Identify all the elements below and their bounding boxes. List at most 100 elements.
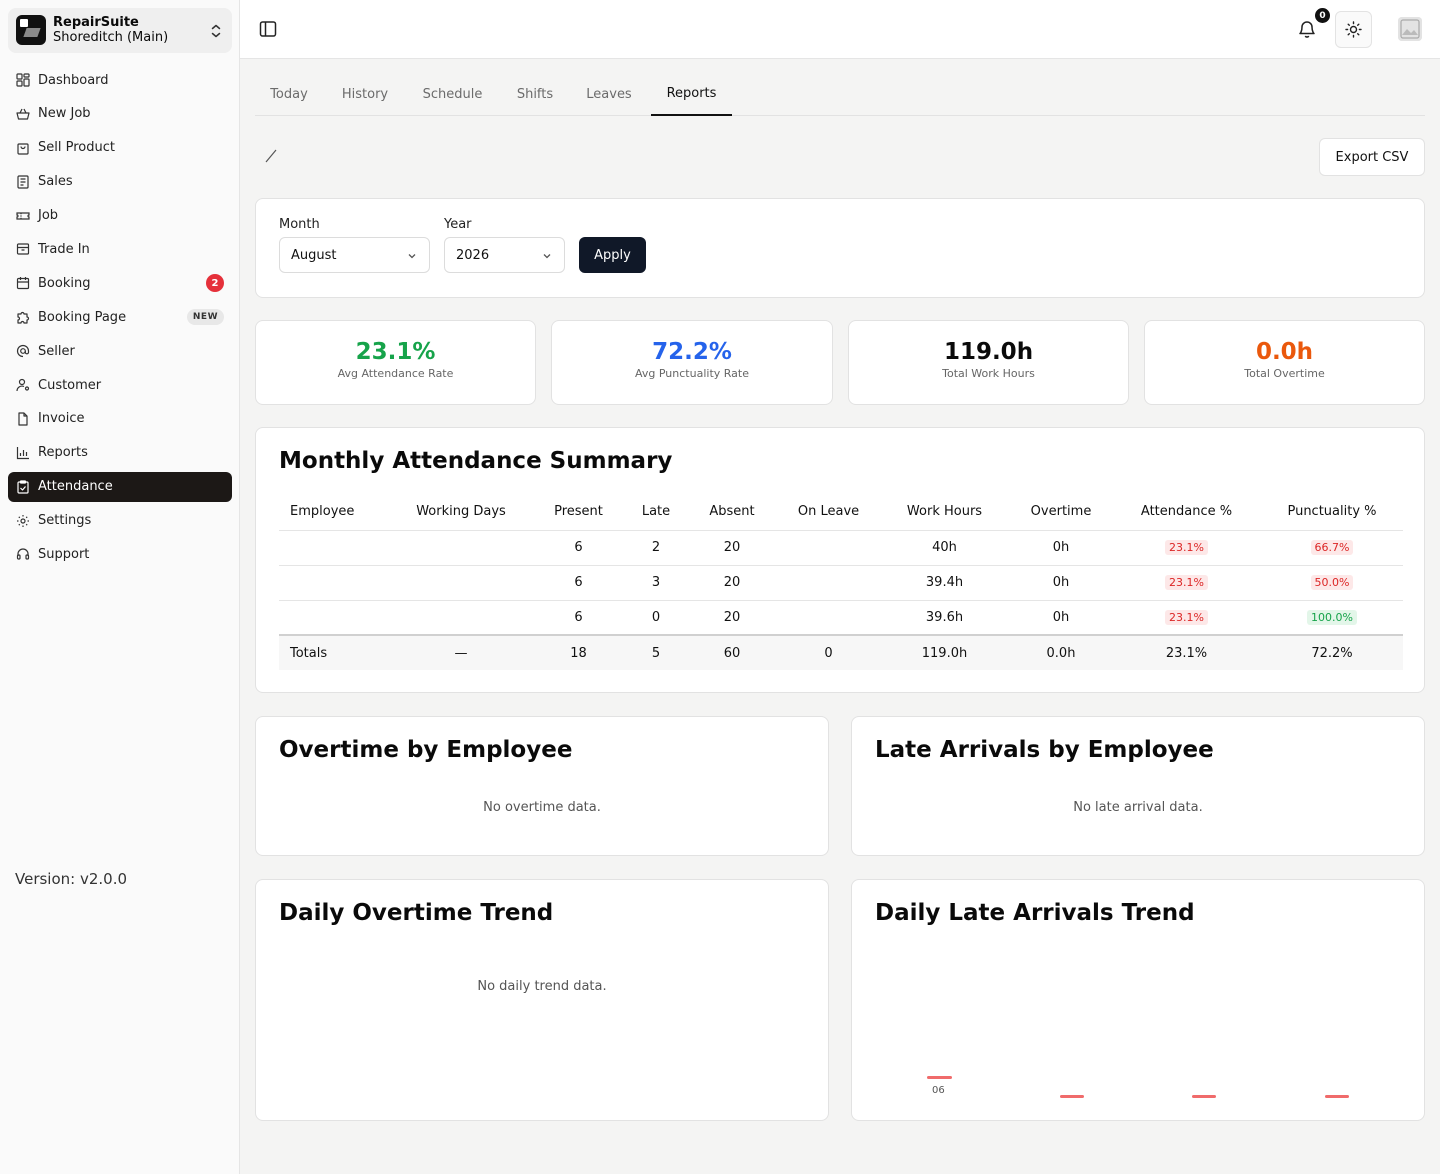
on-leave-cell: [778, 565, 879, 601]
stat-label: Avg Attendance Rate: [337, 367, 454, 380]
tab-reports[interactable]: Reports: [651, 73, 732, 116]
trend-bar-label: 06: [932, 1085, 945, 1096]
chevron-down-icon: [543, 254, 551, 259]
sidebar-item-booking-page[interactable]: Booking Page NEW: [8, 302, 232, 332]
year-select[interactable]: 2026: [444, 237, 565, 273]
sidebar-item-label: Seller: [38, 343, 75, 359]
apply-button[interactable]: Apply: [579, 237, 646, 273]
present-cell: 6: [531, 530, 626, 566]
daily-late-arrivals-trend-card: Daily Late Arrivals Trend 06: [851, 879, 1425, 1121]
sidebar-item-reports[interactable]: Reports: [8, 438, 232, 468]
branch-switcher[interactable]: RepairSuite Shoreditch (Main): [8, 8, 232, 53]
late-cell: 3: [626, 565, 686, 601]
work-hours-cell: 39.6h: [879, 600, 1010, 636]
chart-icon: [16, 446, 29, 459]
trend-bar: [1325, 1095, 1349, 1098]
late-arrivals-by-employee-card: Late Arrivals by Employee No late arriva…: [851, 716, 1425, 856]
stat-value: 72.2%: [652, 339, 732, 365]
overtime-cell: 0.0h: [1010, 634, 1112, 670]
absent-cell: 20: [686, 600, 778, 636]
chevron-down-icon: [408, 254, 416, 259]
sidebar-item-sell-product[interactable]: Sell Product: [8, 133, 232, 163]
sidebar-item-trade-in[interactable]: Trade In: [8, 234, 232, 264]
puzzle-icon: [17, 312, 30, 324]
tab-history[interactable]: History: [341, 87, 389, 102]
sidebar-item-seller[interactable]: Seller: [8, 336, 232, 366]
sidebar-item-new-job[interactable]: New Job: [8, 99, 232, 129]
column-header: Punctuality %: [1261, 494, 1403, 531]
sidebar-item-invoice[interactable]: Invoice: [8, 404, 232, 434]
sidebar-item-customer[interactable]: Customer: [8, 370, 232, 400]
year-label: Year: [444, 217, 472, 232]
sidebar-item-booking[interactable]: Booking 2: [8, 268, 232, 298]
sun-icon: [1345, 21, 1362, 38]
sidebar-item-label: Settings: [38, 513, 92, 529]
column-header: On Leave: [778, 494, 879, 531]
sidebar-item-attendance[interactable]: Attendance: [8, 471, 232, 502]
tab-schedule[interactable]: Schedule: [422, 87, 483, 102]
sidebar-item-settings[interactable]: Settings: [8, 506, 232, 536]
sidebar-item-label: Customer: [38, 377, 102, 393]
totals-row: Totals — 18 5 60 0 119.0h 0.0h 23.1% 72.…: [279, 634, 1403, 670]
avatar[interactable]: [1398, 17, 1422, 41]
sidebar-item-support[interactable]: Support: [8, 539, 232, 569]
report-filters: Month August Year 2026 Apply: [255, 198, 1425, 298]
sidebar-item-job[interactable]: Job: [8, 201, 232, 231]
working-days-cell: [391, 530, 531, 566]
column-header: Present: [531, 494, 626, 531]
section-title: Daily Overtime Trend: [279, 900, 554, 926]
work-hours-cell: 119.0h: [879, 634, 1010, 670]
bell-icon[interactable]: [1297, 19, 1317, 39]
stat-value: 119.0h: [943, 339, 1034, 365]
table-row: 6 0 20 39.6h 0h 23.1% 100.0%: [279, 600, 1403, 636]
table-header-row: Employee Working Days Present Late Absen…: [279, 494, 1403, 531]
brand-name: RepairSuite: [53, 15, 139, 30]
stat-label: Total Work Hours: [942, 367, 1035, 380]
column-header: Overtime: [1010, 494, 1112, 531]
file-icon: [18, 412, 28, 426]
sidebar-item-label: Booking: [38, 275, 91, 291]
employee-cell: [279, 530, 391, 566]
working-days-cell: [391, 600, 531, 636]
sidebar-item-label: Job: [38, 208, 59, 224]
sidebar-item-dashboard[interactable]: Dashboard: [8, 65, 232, 95]
stat-label: Total Overtime: [1244, 367, 1325, 380]
overtime-cell: 0h: [1010, 530, 1112, 566]
punctuality-cell: 50.0%: [1261, 565, 1403, 601]
brand-logo: [16, 15, 46, 45]
daily-overtime-trend-card: Daily Overtime Trend No daily trend data…: [255, 879, 829, 1121]
headset-icon: [16, 548, 30, 561]
month-label: Month: [279, 217, 320, 232]
on-leave-cell: 0: [778, 634, 879, 670]
work-hours-cell: 39.4h: [879, 565, 1010, 601]
employee-cell: [279, 565, 391, 601]
attendance-badge: 23.1%: [1165, 575, 1208, 590]
attendance-cell: 23.1%: [1112, 530, 1261, 566]
stat-value: 0.0h: [1255, 339, 1314, 365]
theme-toggle-button[interactable]: [1335, 11, 1372, 48]
overtime-cell: 0h: [1010, 565, 1112, 601]
new-badge: NEW: [186, 309, 224, 326]
attendance-cell: 23.1%: [1112, 565, 1261, 601]
section-title: Overtime by Employee: [279, 737, 573, 763]
tab-shifts[interactable]: Shifts: [516, 87, 554, 102]
tab-today[interactable]: Today: [270, 87, 308, 102]
month-select[interactable]: August: [279, 237, 430, 273]
tab-leaves[interactable]: Leaves: [586, 87, 632, 102]
calendar-icon: [16, 277, 30, 290]
section-title: Daily Late Arrivals Trend: [875, 900, 1195, 926]
basket-icon: [16, 108, 30, 120]
sidebar-item-sales[interactable]: Sales: [8, 167, 232, 197]
ticket-icon: [16, 211, 30, 220]
shopping-bag-icon: [17, 143, 29, 155]
sidebar-toggle-icon[interactable]: [259, 20, 277, 38]
export-csv-button[interactable]: Export CSV: [1319, 138, 1425, 176]
column-header: Work Hours: [879, 494, 1010, 531]
sidebar-item-label: Sell Product: [38, 140, 115, 156]
package-icon: [16, 243, 30, 256]
working-days-cell: [391, 565, 531, 601]
totals-label: Totals: [279, 634, 391, 670]
stat-value: 23.1%: [355, 339, 436, 365]
clipboard-check-icon: [17, 480, 29, 494]
column-header: Absent: [686, 494, 778, 531]
